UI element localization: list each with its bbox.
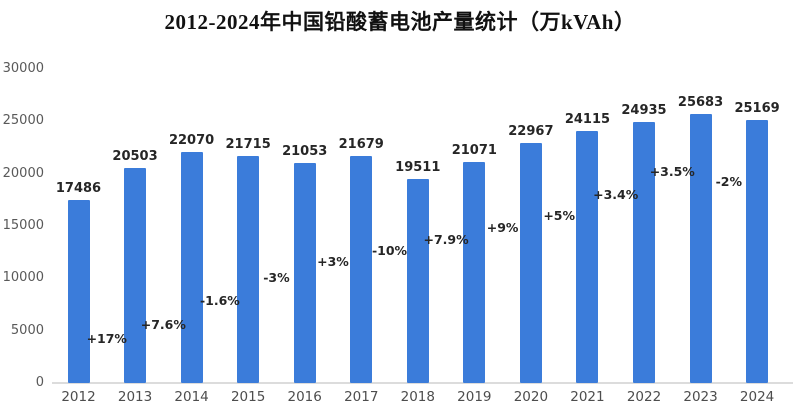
bar-value-label: 21679 <box>338 137 384 153</box>
bar-2016 <box>293 162 316 383</box>
bar-2020 <box>519 142 542 383</box>
bar-value-label: 21053 <box>282 143 328 159</box>
x-tick-label: 2020 <box>513 389 549 405</box>
x-tick-label: 2012 <box>61 389 96 405</box>
growth-label: +3.4% <box>593 186 639 202</box>
bar-value-label: 24115 <box>564 111 611 127</box>
x-tick-label: 2019 <box>457 389 492 405</box>
bar-value-label: 17486 <box>55 180 102 196</box>
x-tick-label: 2016 <box>287 389 322 405</box>
x-tick-label: 2013 <box>117 389 153 405</box>
bar-2017 <box>350 156 373 383</box>
bar-2015 <box>237 155 260 383</box>
bar-2018 <box>406 178 429 383</box>
bar-value-label: 21715 <box>225 136 271 152</box>
bar-value-label: 21071 <box>451 143 497 159</box>
x-tick-label: 2017 <box>344 389 379 405</box>
bar-value-label: 24935 <box>621 103 667 118</box>
bar-2012 <box>67 199 90 383</box>
bar-2024 <box>746 119 769 383</box>
chart-title: 2012-2024年中国铅酸蓄电池产量统计（万kVAh） <box>164 10 636 34</box>
x-axis-line <box>52 382 793 384</box>
x-tick-label: 2018 <box>400 389 435 405</box>
bar-value-label: 25683 <box>677 95 724 111</box>
growth-label: +17% <box>86 331 127 347</box>
growth-label: -1.6% <box>199 293 240 309</box>
bar-value-label: 20503 <box>112 149 158 165</box>
y-tick-label: 30000 <box>2 61 44 76</box>
growth-label: -2% <box>715 174 743 190</box>
bar-2023 <box>689 114 712 383</box>
x-tick-label: 2024 <box>739 389 775 405</box>
x-tick-label: 2022 <box>626 389 662 405</box>
growth-label: -3% <box>263 270 290 286</box>
growth-label: +3.5% <box>649 163 695 179</box>
bar-value-label: 19511 <box>395 159 441 175</box>
y-tick-label: 10000 <box>2 270 44 286</box>
y-tick-label: 20000 <box>2 165 44 181</box>
x-tick-label: 2015 <box>230 389 266 405</box>
growth-label: +9% <box>486 220 519 236</box>
x-tick-label: 2021 <box>570 389 605 405</box>
bar-2014 <box>180 152 203 383</box>
growth-label: -10% <box>371 243 408 259</box>
bar-2022 <box>633 122 655 383</box>
y-tick-label: 0 <box>35 375 44 390</box>
bar-2013 <box>124 168 147 383</box>
y-tick-label: 25000 <box>2 113 44 129</box>
bar-2021 <box>576 130 599 383</box>
x-tick-label: 2023 <box>683 389 718 405</box>
bar-value-label: 25169 <box>734 100 780 116</box>
y-tick-label: 15000 <box>2 218 44 233</box>
y-tick-label: 5000 <box>10 322 44 338</box>
growth-label: +7.6% <box>140 317 186 333</box>
bar-value-label: 22070 <box>168 133 215 148</box>
growth-label: +7.9% <box>423 231 469 247</box>
growth-label: +5% <box>543 207 576 223</box>
growth-label: +3% <box>317 253 349 269</box>
bar-2019 <box>463 162 486 383</box>
x-tick-label: 2014 <box>174 389 209 405</box>
bar-value-label: 22967 <box>508 123 554 139</box>
